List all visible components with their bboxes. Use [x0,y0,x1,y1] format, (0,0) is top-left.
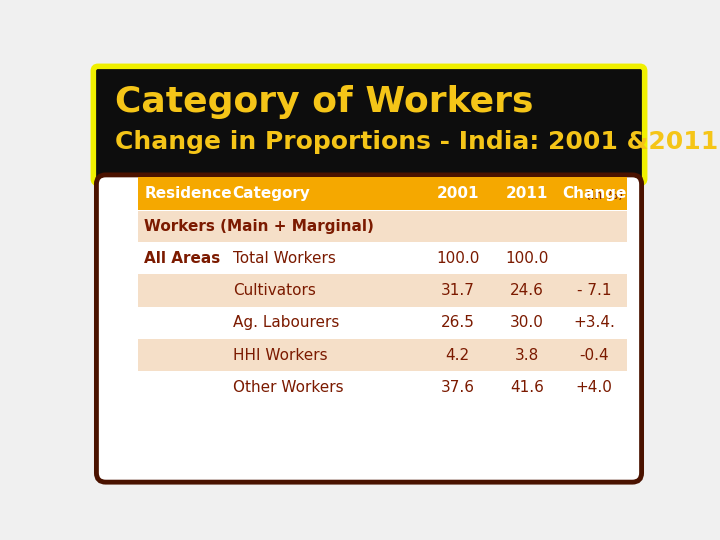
Bar [492,372,562,403]
Text: 2011: 2011 [505,186,548,201]
Text: Residence: Residence [144,186,232,201]
Text: Cultivators: Cultivators [233,283,315,298]
Bar [562,211,627,242]
Bar [492,242,562,274]
Bar [138,242,227,274]
Bar [138,307,227,339]
Text: -0.4: -0.4 [580,348,609,362]
Bar [227,177,423,210]
Bar [227,372,423,403]
Text: 41.6: 41.6 [510,380,544,395]
FancyBboxPatch shape [94,66,644,184]
Text: Other Workers: Other Workers [233,380,343,395]
Bar [423,211,492,242]
Bar [138,177,227,210]
Text: Change: Change [562,186,626,201]
Text: Ag. Labourers: Ag. Labourers [233,315,339,330]
Text: 31.7: 31.7 [441,283,474,298]
Bar [423,339,492,372]
Bar [492,177,562,210]
Bar [423,274,492,307]
Bar [492,307,562,339]
Text: +4.0: +4.0 [576,380,613,395]
Bar [227,242,423,274]
Bar [423,177,492,210]
Text: 3.8: 3.8 [515,348,539,362]
Text: Change in Proportions - India: 2001 &2011: Change in Proportions - India: 2001 &201… [115,130,718,154]
FancyBboxPatch shape [96,175,642,482]
Text: HHI Workers: HHI Workers [233,348,328,362]
Text: Total Workers: Total Workers [233,251,336,266]
Bar [138,211,627,242]
Bar [227,274,423,307]
Text: 24.6: 24.6 [510,283,544,298]
Bar [423,242,492,274]
Text: - 7.1: - 7.1 [577,283,611,298]
Text: 2001: 2001 [436,186,479,201]
Bar [227,211,423,242]
Bar [492,211,562,242]
Text: All Areas: All Areas [144,251,220,266]
Text: 30.0: 30.0 [510,315,544,330]
Text: 100.0: 100.0 [505,251,549,266]
Bar [562,372,627,403]
Bar [423,372,492,403]
Text: 100.0: 100.0 [436,251,480,266]
Bar [227,307,423,339]
Text: Workers (Main + Marginal): Workers (Main + Marginal) [144,219,374,234]
Bar [227,339,423,372]
Bar [492,274,562,307]
Bar [138,211,227,242]
Bar [138,372,227,403]
Text: 37.6: 37.6 [441,380,474,395]
Bar [562,339,627,372]
Bar [423,307,492,339]
Text: (in %): (in %) [586,189,623,202]
Text: 26.5: 26.5 [441,315,474,330]
Bar [562,177,627,210]
Text: Category of Workers: Category of Workers [115,85,534,119]
Bar [562,274,627,307]
Text: Category: Category [233,186,310,201]
Text: 4.2: 4.2 [446,348,469,362]
Bar [138,339,227,372]
Bar [492,339,562,372]
Bar [562,307,627,339]
Bar [138,274,227,307]
Bar [562,242,627,274]
Text: +3.4.: +3.4. [573,315,615,330]
